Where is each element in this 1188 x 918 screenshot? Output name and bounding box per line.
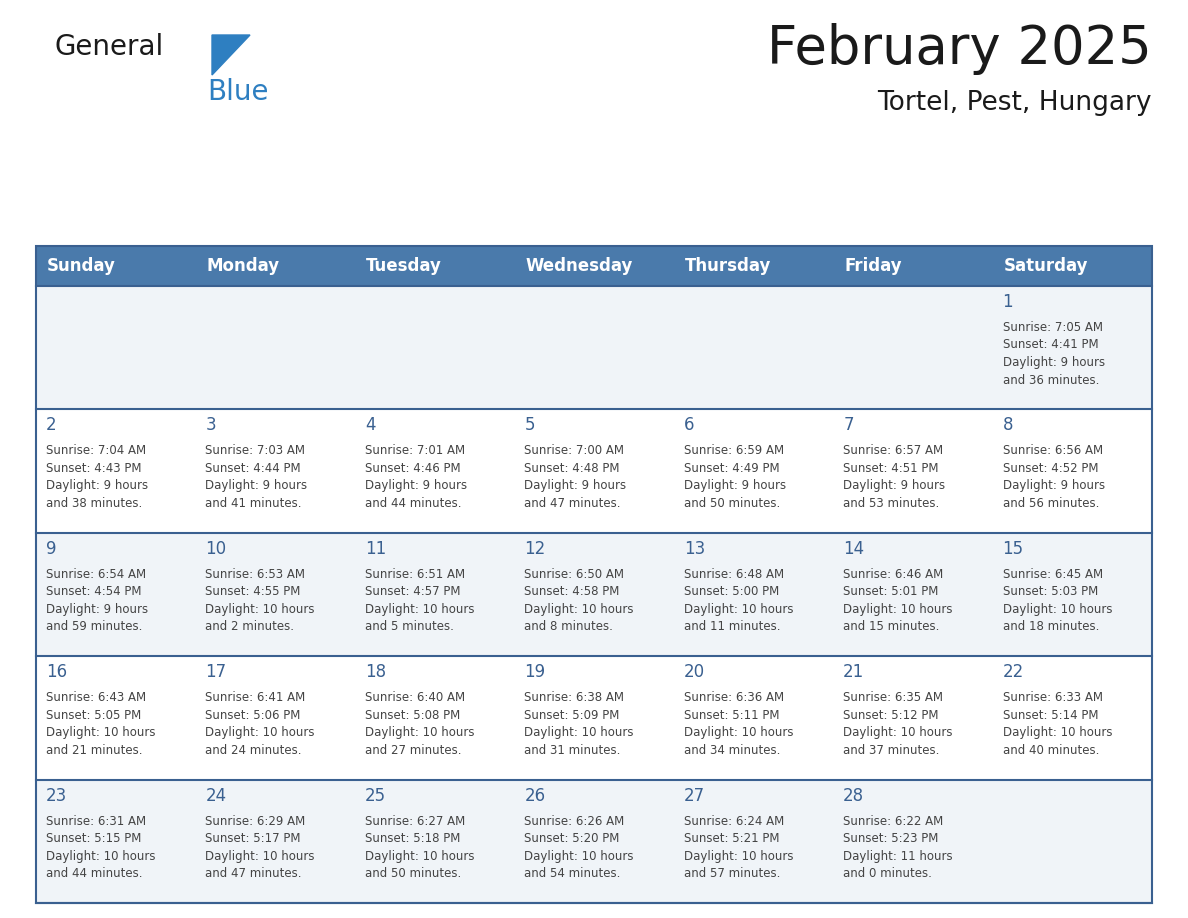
Text: Sunrise: 6:54 AM
Sunset: 4:54 PM
Daylight: 9 hours
and 59 minutes.: Sunrise: 6:54 AM Sunset: 4:54 PM Dayligh… (46, 568, 148, 633)
Text: 6: 6 (684, 417, 694, 434)
Bar (36, 656, 1152, 779)
Text: Sunrise: 6:45 AM
Sunset: 5:03 PM
Daylight: 10 hours
and 18 minutes.: Sunrise: 6:45 AM Sunset: 5:03 PM Dayligh… (1003, 568, 1112, 633)
Text: Sunrise: 6:35 AM
Sunset: 5:12 PM
Daylight: 10 hours
and 37 minutes.: Sunrise: 6:35 AM Sunset: 5:12 PM Dayligh… (843, 691, 953, 756)
Text: Sunrise: 6:36 AM
Sunset: 5:11 PM
Daylight: 10 hours
and 34 minutes.: Sunrise: 6:36 AM Sunset: 5:11 PM Dayligh… (684, 691, 794, 756)
Text: 19: 19 (524, 663, 545, 681)
Text: 9: 9 (46, 540, 57, 558)
Text: Sunrise: 6:40 AM
Sunset: 5:08 PM
Daylight: 10 hours
and 27 minutes.: Sunrise: 6:40 AM Sunset: 5:08 PM Dayligh… (365, 691, 474, 756)
Text: Sunrise: 6:56 AM
Sunset: 4:52 PM
Daylight: 9 hours
and 56 minutes.: Sunrise: 6:56 AM Sunset: 4:52 PM Dayligh… (1003, 444, 1105, 509)
Bar (36, 286, 1152, 409)
Text: 23: 23 (46, 787, 68, 804)
Text: 28: 28 (843, 787, 864, 804)
Text: Monday: Monday (207, 257, 279, 275)
Text: Sunrise: 6:29 AM
Sunset: 5:17 PM
Daylight: 10 hours
and 47 minutes.: Sunrise: 6:29 AM Sunset: 5:17 PM Dayligh… (206, 814, 315, 880)
Text: 2: 2 (46, 417, 57, 434)
Text: Sunrise: 6:48 AM
Sunset: 5:00 PM
Daylight: 10 hours
and 11 minutes.: Sunrise: 6:48 AM Sunset: 5:00 PM Dayligh… (684, 568, 794, 633)
Text: 24: 24 (206, 787, 227, 804)
Bar (36, 409, 1152, 532)
Text: Sunrise: 6:24 AM
Sunset: 5:21 PM
Daylight: 10 hours
and 57 minutes.: Sunrise: 6:24 AM Sunset: 5:21 PM Dayligh… (684, 814, 794, 880)
Text: Sunrise: 6:51 AM
Sunset: 4:57 PM
Daylight: 10 hours
and 5 minutes.: Sunrise: 6:51 AM Sunset: 4:57 PM Dayligh… (365, 568, 474, 633)
Text: Sunrise: 6:53 AM
Sunset: 4:55 PM
Daylight: 10 hours
and 2 minutes.: Sunrise: 6:53 AM Sunset: 4:55 PM Dayligh… (206, 568, 315, 633)
Text: Sunrise: 6:33 AM
Sunset: 5:14 PM
Daylight: 10 hours
and 40 minutes.: Sunrise: 6:33 AM Sunset: 5:14 PM Dayligh… (1003, 691, 1112, 756)
Text: Sunrise: 6:57 AM
Sunset: 4:51 PM
Daylight: 9 hours
and 53 minutes.: Sunrise: 6:57 AM Sunset: 4:51 PM Dayligh… (843, 444, 946, 509)
Text: 25: 25 (365, 787, 386, 804)
Text: Sunrise: 6:43 AM
Sunset: 5:05 PM
Daylight: 10 hours
and 21 minutes.: Sunrise: 6:43 AM Sunset: 5:05 PM Dayligh… (46, 691, 156, 756)
Text: 7: 7 (843, 417, 854, 434)
Text: 16: 16 (46, 663, 68, 681)
Text: General: General (55, 33, 164, 61)
Text: Sunrise: 7:04 AM
Sunset: 4:43 PM
Daylight: 9 hours
and 38 minutes.: Sunrise: 7:04 AM Sunset: 4:43 PM Dayligh… (46, 444, 148, 509)
Text: Sunrise: 6:41 AM
Sunset: 5:06 PM
Daylight: 10 hours
and 24 minutes.: Sunrise: 6:41 AM Sunset: 5:06 PM Dayligh… (206, 691, 315, 756)
Text: 10: 10 (206, 540, 227, 558)
Text: Saturday: Saturday (1004, 257, 1088, 275)
Text: 27: 27 (684, 787, 704, 804)
Text: Sunrise: 7:01 AM
Sunset: 4:46 PM
Daylight: 9 hours
and 44 minutes.: Sunrise: 7:01 AM Sunset: 4:46 PM Dayligh… (365, 444, 467, 509)
Text: Tuesday: Tuesday (366, 257, 442, 275)
Text: 26: 26 (524, 787, 545, 804)
Text: 18: 18 (365, 663, 386, 681)
Text: Sunrise: 7:05 AM
Sunset: 4:41 PM
Daylight: 9 hours
and 36 minutes.: Sunrise: 7:05 AM Sunset: 4:41 PM Dayligh… (1003, 321, 1105, 386)
Text: Sunrise: 6:59 AM
Sunset: 4:49 PM
Daylight: 9 hours
and 50 minutes.: Sunrise: 6:59 AM Sunset: 4:49 PM Dayligh… (684, 444, 785, 509)
Text: 17: 17 (206, 663, 227, 681)
Text: Sunrise: 7:03 AM
Sunset: 4:44 PM
Daylight: 9 hours
and 41 minutes.: Sunrise: 7:03 AM Sunset: 4:44 PM Dayligh… (206, 444, 308, 509)
Text: February 2025: February 2025 (767, 23, 1152, 75)
Polygon shape (211, 35, 249, 75)
Text: 13: 13 (684, 540, 704, 558)
Text: 22: 22 (1003, 663, 1024, 681)
Text: Sunrise: 6:22 AM
Sunset: 5:23 PM
Daylight: 11 hours
and 0 minutes.: Sunrise: 6:22 AM Sunset: 5:23 PM Dayligh… (843, 814, 953, 880)
Text: 14: 14 (843, 540, 864, 558)
Text: Sunrise: 6:26 AM
Sunset: 5:20 PM
Daylight: 10 hours
and 54 minutes.: Sunrise: 6:26 AM Sunset: 5:20 PM Dayligh… (524, 814, 633, 880)
Text: Sunrise: 6:46 AM
Sunset: 5:01 PM
Daylight: 10 hours
and 15 minutes.: Sunrise: 6:46 AM Sunset: 5:01 PM Dayligh… (843, 568, 953, 633)
Text: 8: 8 (1003, 417, 1013, 434)
Text: 3: 3 (206, 417, 216, 434)
Text: 5: 5 (524, 417, 535, 434)
Text: Sunday: Sunday (48, 257, 116, 275)
Text: Thursday: Thursday (684, 257, 771, 275)
Text: Blue: Blue (207, 78, 268, 106)
Text: Friday: Friday (845, 257, 902, 275)
Text: 12: 12 (524, 540, 545, 558)
Text: Sunrise: 6:50 AM
Sunset: 4:58 PM
Daylight: 10 hours
and 8 minutes.: Sunrise: 6:50 AM Sunset: 4:58 PM Dayligh… (524, 568, 633, 633)
Text: Sunrise: 6:27 AM
Sunset: 5:18 PM
Daylight: 10 hours
and 50 minutes.: Sunrise: 6:27 AM Sunset: 5:18 PM Dayligh… (365, 814, 474, 880)
Text: 1: 1 (1003, 293, 1013, 311)
Text: 21: 21 (843, 663, 865, 681)
Bar (36, 532, 1152, 656)
Bar (36, 779, 1152, 903)
Text: 4: 4 (365, 417, 375, 434)
Bar (36, 246, 1152, 903)
Text: 11: 11 (365, 540, 386, 558)
Text: 15: 15 (1003, 540, 1024, 558)
Text: Tortel, Pest, Hungary: Tortel, Pest, Hungary (878, 90, 1152, 116)
Bar (36, 246, 1152, 286)
Text: Sunrise: 6:38 AM
Sunset: 5:09 PM
Daylight: 10 hours
and 31 minutes.: Sunrise: 6:38 AM Sunset: 5:09 PM Dayligh… (524, 691, 633, 756)
Text: Wednesday: Wednesday (525, 257, 633, 275)
Text: Sunrise: 7:00 AM
Sunset: 4:48 PM
Daylight: 9 hours
and 47 minutes.: Sunrise: 7:00 AM Sunset: 4:48 PM Dayligh… (524, 444, 626, 509)
Text: Sunrise: 6:31 AM
Sunset: 5:15 PM
Daylight: 10 hours
and 44 minutes.: Sunrise: 6:31 AM Sunset: 5:15 PM Dayligh… (46, 814, 156, 880)
Text: 20: 20 (684, 663, 704, 681)
